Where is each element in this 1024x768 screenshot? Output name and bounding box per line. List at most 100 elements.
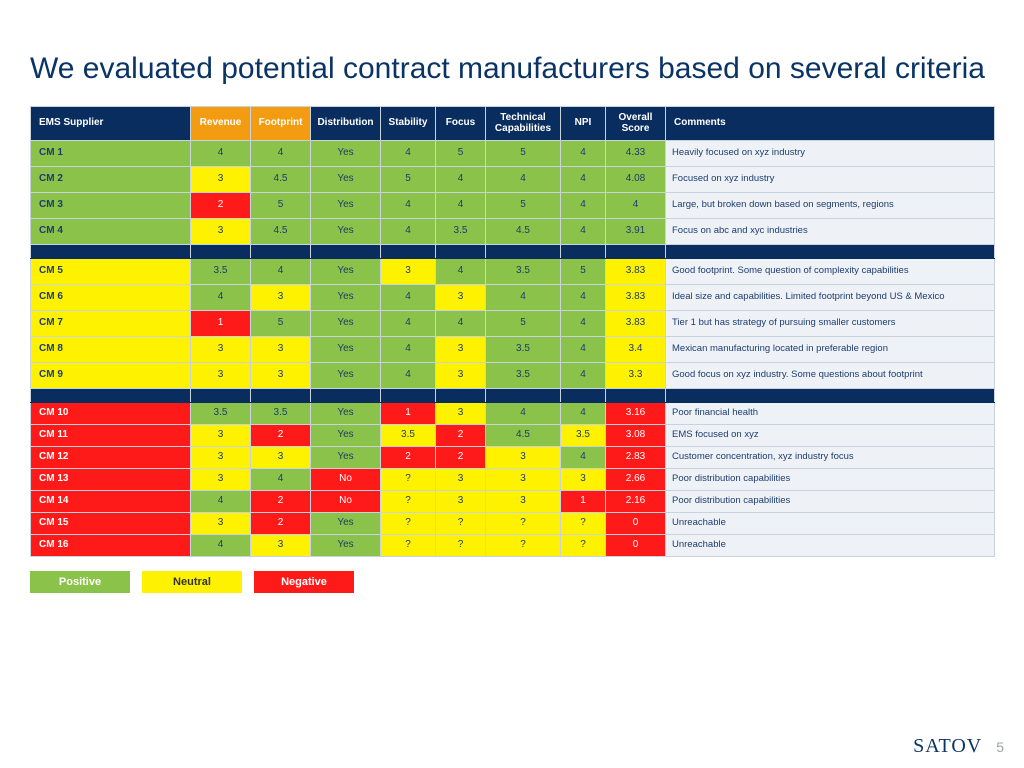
cell-distribution: Yes	[311, 402, 381, 424]
cell-npi: 4	[561, 446, 606, 468]
cell-score: 4.33	[606, 140, 666, 166]
cell-score: 3.08	[606, 424, 666, 446]
cell-tech: ?	[486, 512, 561, 534]
cell-footprint: 2	[251, 424, 311, 446]
cell-supplier: CM 8	[31, 336, 191, 362]
cell-comments: Customer concentration, xyz industry foc…	[666, 446, 995, 468]
cell-footprint: 5	[251, 310, 311, 336]
slide-title: We evaluated potential contract manufact…	[30, 50, 994, 88]
cell-npi: 4	[561, 218, 606, 244]
cell-revenue: 3	[191, 512, 251, 534]
cell-focus: 3.5	[436, 218, 486, 244]
cell-npi: 1	[561, 490, 606, 512]
cell-npi: ?	[561, 512, 606, 534]
cell-focus: 4	[436, 192, 486, 218]
table-row: CM 833Yes433.543.4Mexican manufacturing …	[31, 336, 995, 362]
cell-footprint: 3	[251, 362, 311, 388]
cell-stability: 4	[381, 310, 436, 336]
cell-tech: 5	[486, 192, 561, 218]
cell-stability: 3	[381, 258, 436, 284]
legend-negative: Negative	[254, 571, 354, 593]
table-row: CM 144Yes45544.33Heavily focused on xyz …	[31, 140, 995, 166]
cell-distribution: Yes	[311, 218, 381, 244]
cell-distribution: Yes	[311, 424, 381, 446]
cell-npi: 3	[561, 468, 606, 490]
cell-focus: 2	[436, 446, 486, 468]
cell-focus: 3	[436, 336, 486, 362]
table-row: CM 325Yes44544Large, but broken down bas…	[31, 192, 995, 218]
cell-distribution: Yes	[311, 166, 381, 192]
cell-npi: 4	[561, 362, 606, 388]
table-row: CM 1643Yes????0Unreachable	[31, 534, 995, 556]
cell-revenue: 3	[191, 336, 251, 362]
cell-footprint: 4	[251, 140, 311, 166]
cell-tech: 3.5	[486, 362, 561, 388]
cell-footprint: 2	[251, 490, 311, 512]
cell-focus: 4	[436, 166, 486, 192]
cell-comments: Good focus on xyz industry. Some questio…	[666, 362, 995, 388]
cell-tech: ?	[486, 534, 561, 556]
cell-distribution: Yes	[311, 192, 381, 218]
col-score: Overall Score	[606, 106, 666, 140]
table-row: CM 1532Yes????0Unreachable	[31, 512, 995, 534]
cell-npi: 5	[561, 258, 606, 284]
cell-tech: 4.5	[486, 218, 561, 244]
table-row: CM 715Yes44543.83Tier 1 but has strategy…	[31, 310, 995, 336]
cell-supplier: CM 1	[31, 140, 191, 166]
cell-revenue: 1	[191, 310, 251, 336]
cell-comments: Poor distribution capabilities	[666, 468, 995, 490]
cell-footprint: 2	[251, 512, 311, 534]
cell-supplier: CM 16	[31, 534, 191, 556]
cell-revenue: 3	[191, 424, 251, 446]
cell-comments: Good footprint. Some question of complex…	[666, 258, 995, 284]
cell-distribution: Yes	[311, 284, 381, 310]
cell-footprint: 4	[251, 258, 311, 284]
cell-supplier: CM 11	[31, 424, 191, 446]
cell-score: 3.83	[606, 258, 666, 284]
cell-score: 3.3	[606, 362, 666, 388]
cell-focus: 3	[436, 468, 486, 490]
cell-revenue: 3.5	[191, 258, 251, 284]
cell-npi: 4	[561, 402, 606, 424]
table-row: CM 933Yes433.543.3Good focus on xyz indu…	[31, 362, 995, 388]
cell-stability: 4	[381, 362, 436, 388]
cell-focus: 3	[436, 402, 486, 424]
cell-revenue: 3.5	[191, 402, 251, 424]
cell-score: 3.83	[606, 310, 666, 336]
cell-tech: 4.5	[486, 424, 561, 446]
cell-stability: ?	[381, 534, 436, 556]
cell-comments: Heavily focused on xyz industry	[666, 140, 995, 166]
cell-tech: 3.5	[486, 336, 561, 362]
cell-comments: Focused on xyz industry	[666, 166, 995, 192]
cell-focus: 3	[436, 284, 486, 310]
table-row: CM 643Yes43443.83Ideal size and capabili…	[31, 284, 995, 310]
cell-footprint: 3.5	[251, 402, 311, 424]
cell-npi: 4	[561, 192, 606, 218]
cell-npi: 4	[561, 310, 606, 336]
cell-npi: 4	[561, 336, 606, 362]
cell-stability: 4	[381, 336, 436, 362]
legend: PositiveNeutralNegative	[30, 571, 994, 593]
cell-footprint: 3	[251, 336, 311, 362]
cell-focus: 4	[436, 258, 486, 284]
cell-supplier: CM 12	[31, 446, 191, 468]
cell-footprint: 3	[251, 534, 311, 556]
cell-comments: Focus on abc and xyc industries	[666, 218, 995, 244]
cell-score: 0	[606, 534, 666, 556]
cell-revenue: 4	[191, 140, 251, 166]
cell-npi: 3.5	[561, 424, 606, 446]
cell-stability: ?	[381, 468, 436, 490]
section-spacer	[31, 244, 995, 258]
cell-tech: 4	[486, 166, 561, 192]
cell-stability: 1	[381, 402, 436, 424]
cell-distribution: No	[311, 468, 381, 490]
cell-focus: 4	[436, 310, 486, 336]
cell-focus: 5	[436, 140, 486, 166]
cell-supplier: CM 4	[31, 218, 191, 244]
cell-stability: ?	[381, 490, 436, 512]
cell-supplier: CM 6	[31, 284, 191, 310]
cell-comments: Ideal size and capabilities. Limited foo…	[666, 284, 995, 310]
cell-comments: Tier 1 but has strategy of pursuing smal…	[666, 310, 995, 336]
col-comments: Comments	[666, 106, 995, 140]
cell-supplier: CM 10	[31, 402, 191, 424]
